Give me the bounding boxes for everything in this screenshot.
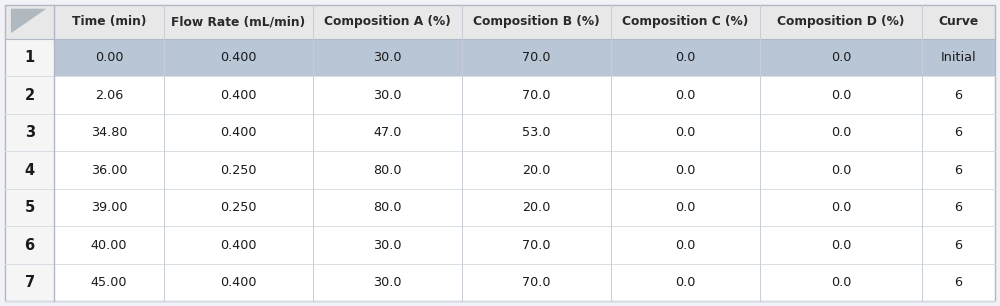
Text: 70.0: 70.0: [522, 239, 551, 252]
Bar: [5, 5, 995, 39]
Text: 20.0: 20.0: [522, 201, 551, 214]
Text: 0.0: 0.0: [831, 164, 851, 177]
Text: 0.0: 0.0: [675, 239, 696, 252]
Text: 70.0: 70.0: [522, 51, 551, 64]
Text: 6: 6: [955, 164, 963, 177]
Text: 0.0: 0.0: [831, 126, 851, 139]
Bar: [5, 5, 995, 39]
Text: 0.0: 0.0: [675, 164, 696, 177]
Text: 0.00: 0.00: [95, 51, 123, 64]
Text: 39.00: 39.00: [91, 201, 127, 214]
Text: Initial: Initial: [941, 51, 976, 64]
Text: 0.0: 0.0: [831, 239, 851, 252]
Bar: [54, 39, 995, 76]
Text: 0.400: 0.400: [220, 126, 257, 139]
Text: 6: 6: [955, 239, 963, 252]
Text: 6: 6: [955, 276, 963, 289]
Text: 2: 2: [25, 88, 35, 103]
Text: 0.400: 0.400: [220, 88, 257, 102]
Text: 30.0: 30.0: [373, 239, 402, 252]
Text: 6: 6: [25, 238, 35, 253]
Text: 53.0: 53.0: [522, 126, 551, 139]
Text: 0.250: 0.250: [220, 164, 257, 177]
Text: 20.0: 20.0: [522, 164, 551, 177]
Text: Composition A (%): Composition A (%): [324, 15, 451, 28]
Text: 0.0: 0.0: [675, 88, 696, 102]
Text: 47.0: 47.0: [373, 126, 402, 139]
Text: 0.0: 0.0: [675, 276, 696, 289]
Text: 34.80: 34.80: [91, 126, 127, 139]
Bar: [5, 5, 54, 301]
Text: 6: 6: [955, 88, 963, 102]
Text: 40.00: 40.00: [91, 239, 127, 252]
Text: 70.0: 70.0: [522, 276, 551, 289]
Text: 0.0: 0.0: [675, 126, 696, 139]
Text: 0.250: 0.250: [220, 201, 257, 214]
Text: 0.400: 0.400: [220, 276, 257, 289]
Text: 0.400: 0.400: [220, 51, 257, 64]
Text: 4: 4: [25, 162, 35, 177]
Text: Curve: Curve: [938, 15, 979, 28]
Text: 0.0: 0.0: [831, 51, 851, 64]
Text: 36.00: 36.00: [91, 164, 127, 177]
Text: 1: 1: [25, 50, 35, 65]
Text: 2.06: 2.06: [95, 88, 123, 102]
Text: Flow Rate (mL/min): Flow Rate (mL/min): [171, 15, 306, 28]
Text: 0.0: 0.0: [831, 201, 851, 214]
Text: 7: 7: [25, 275, 35, 290]
Text: 6: 6: [955, 201, 963, 214]
Text: 30.0: 30.0: [373, 51, 402, 64]
Text: 70.0: 70.0: [522, 88, 551, 102]
Text: 5: 5: [25, 200, 35, 215]
Text: 3: 3: [25, 125, 35, 140]
Text: 0.0: 0.0: [675, 201, 696, 214]
Text: 45.00: 45.00: [91, 276, 127, 289]
Polygon shape: [11, 9, 46, 33]
Text: 6: 6: [955, 126, 963, 139]
Text: 30.0: 30.0: [373, 276, 402, 289]
Text: 0.0: 0.0: [831, 276, 851, 289]
Text: 80.0: 80.0: [373, 201, 402, 214]
Text: Composition B (%): Composition B (%): [473, 15, 600, 28]
Text: 0.0: 0.0: [675, 51, 696, 64]
Text: Composition C (%): Composition C (%): [622, 15, 748, 28]
Text: 30.0: 30.0: [373, 88, 402, 102]
Text: 0.400: 0.400: [220, 239, 257, 252]
Text: 80.0: 80.0: [373, 164, 402, 177]
Text: 0.0: 0.0: [831, 88, 851, 102]
Text: Composition D (%): Composition D (%): [777, 15, 905, 28]
Text: Time (min): Time (min): [72, 15, 146, 28]
